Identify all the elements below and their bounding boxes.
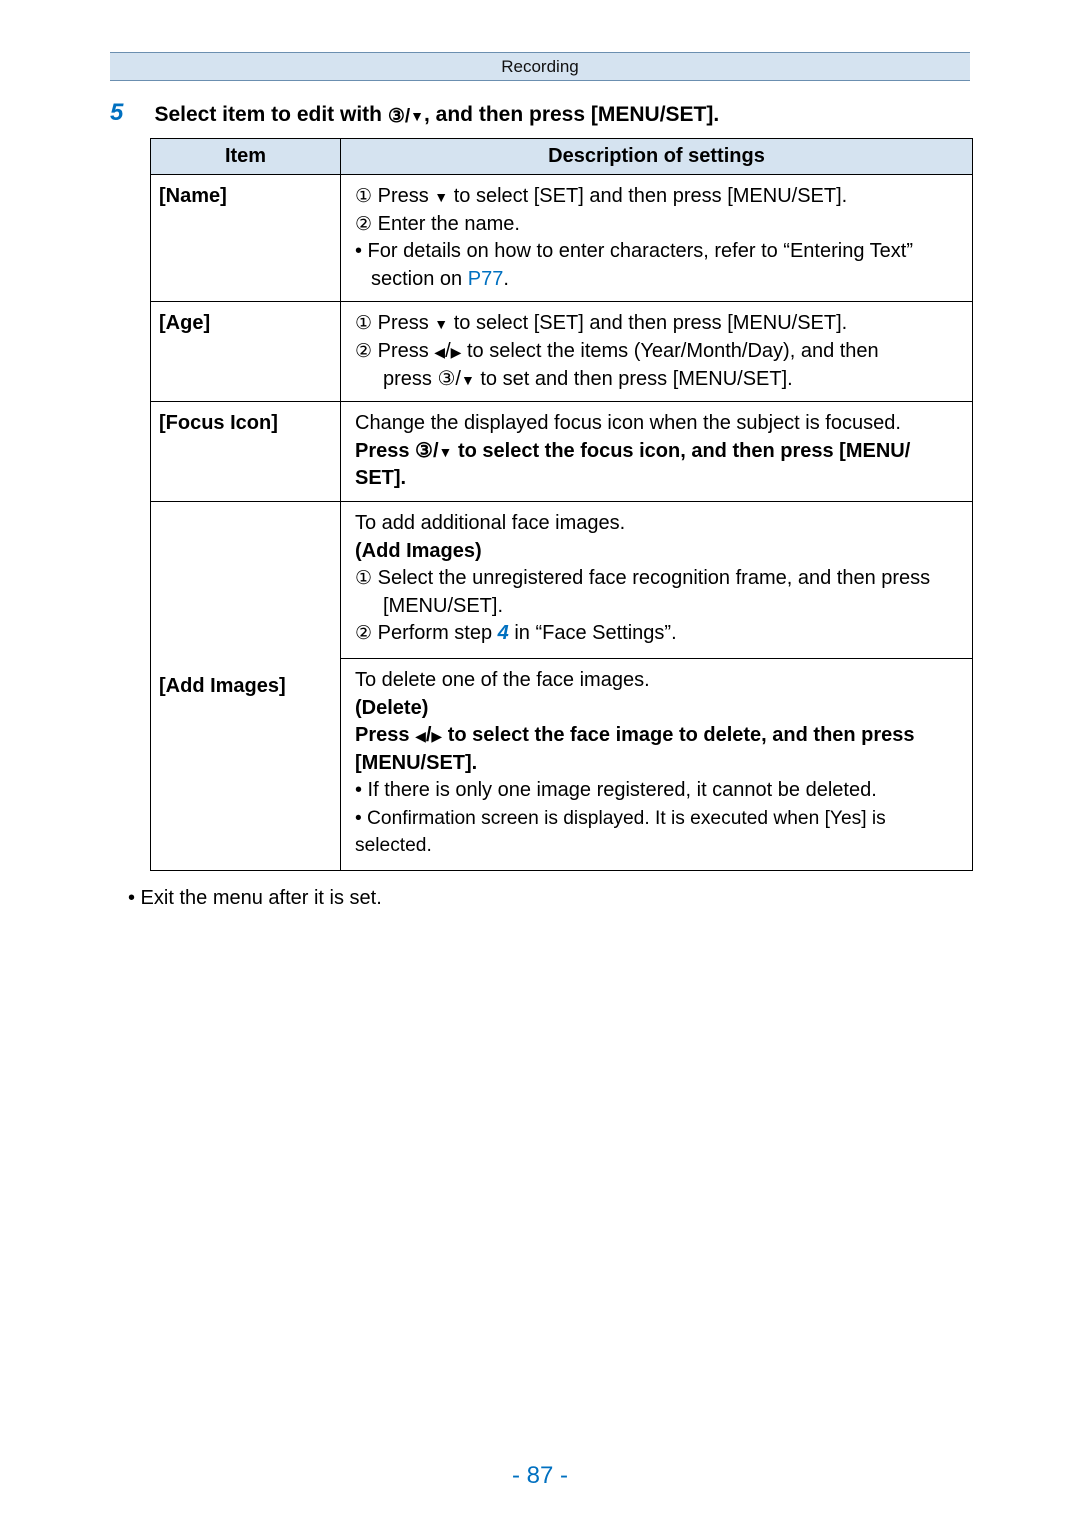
text: (Delete) [355, 697, 428, 719]
text: • If there is only one image registered,… [355, 779, 877, 801]
table-header-row: Item Description of settings [151, 139, 973, 175]
text: (Add Images) [355, 540, 482, 562]
step-line: 5 Select item to edit with ③/ , and then … [110, 99, 970, 128]
step-number: 5 [110, 99, 150, 127]
step-prefix: Select item to edit with [154, 103, 387, 126]
triangle-down-icon [439, 440, 453, 462]
dial-icon: ③/ [388, 105, 410, 128]
triangle-down-icon [434, 312, 448, 334]
page-container: Recording 5 Select item to edit with ③/,… [0, 0, 1080, 910]
text: to select [SET] and then press [MENU/SET… [448, 312, 847, 334]
row-focus-desc: Change the displayed focus icon when the… [341, 402, 973, 502]
text: Change the displayed focus icon when the… [355, 412, 901, 434]
text: section on P77. [355, 268, 509, 290]
text: To delete one of the face images. [355, 669, 650, 691]
text: • For details on how to enter characters… [355, 240, 913, 262]
step-instruction: Select item to edit with ③/ , and then pr… [154, 99, 719, 128]
triangle-down-icon [410, 103, 424, 126]
triangle-left-icon [415, 724, 426, 746]
table-row: [Add Images] To add additional face imag… [151, 501, 973, 870]
text: to select the items (Year/Month/Day), an… [461, 340, 878, 362]
table-row: [Name] ① Press to select [SET] and then … [151, 175, 973, 302]
table-row: [Focus Icon] Change the displayed focus … [151, 402, 973, 502]
header-item: Item [151, 139, 341, 175]
circled-1-icon: ① [355, 311, 372, 337]
text: Press [355, 724, 415, 746]
text: / [445, 340, 451, 362]
section-header-text: Recording [501, 57, 579, 76]
text: Enter the name. [378, 213, 520, 235]
triangle-down-icon [461, 368, 475, 390]
inner-divider [341, 658, 972, 659]
p77-link[interactable]: P77 [468, 268, 504, 290]
circled-2-icon: ② [355, 212, 372, 238]
text: press ③/ to set and then press [MENU/SET… [355, 366, 962, 394]
table-row: [Age] ① Press to select [SET] and then p… [151, 302, 973, 402]
triangle-right-icon [451, 340, 462, 362]
text: . [503, 268, 509, 290]
row-add-label: [Add Images] [151, 501, 341, 870]
step-ref-4: 4 [498, 622, 509, 644]
text: Perform step [378, 622, 498, 644]
header-description: Description of settings [341, 139, 973, 175]
text: Select the unregistered face recognition… [378, 567, 931, 589]
triangle-down-icon [434, 185, 448, 207]
text: to select the face image to delete, and … [442, 724, 914, 746]
text: [MENU/SET]. [355, 593, 962, 621]
text: in “Face Settings”. [509, 622, 677, 644]
settings-table: Item Description of settings [Name] ① Pr… [150, 138, 973, 871]
row-age-label: [Age] [151, 302, 341, 402]
text: Press [378, 312, 435, 334]
text: Press [378, 185, 435, 207]
text: section on [371, 268, 468, 290]
text: • Confirmation screen is displayed. It i… [355, 808, 886, 857]
text: Press ③/ [355, 440, 439, 462]
exit-note: • Exit the menu after it is set. [128, 887, 970, 910]
text: press ③/ [383, 368, 461, 390]
text: SET]. [355, 467, 406, 489]
circled-2-icon: ② [355, 339, 372, 365]
circled-1-icon: ① [355, 184, 372, 210]
text: to set and then press [MENU/SET]. [475, 368, 793, 390]
triangle-left-icon [434, 340, 445, 362]
row-name-desc: ① Press to select [SET] and then press [… [341, 175, 973, 302]
triangle-right-icon [431, 724, 442, 746]
circled-1-icon: ① [355, 566, 372, 592]
text: [MENU/SET]. [355, 752, 477, 774]
page-number: - 87 - [0, 1462, 1080, 1490]
step-suffix: , and then press [MENU/SET]. [424, 103, 719, 126]
row-focus-label: [Focus Icon] [151, 402, 341, 502]
row-age-desc: ① Press to select [SET] and then press [… [341, 302, 973, 402]
text: to select the focus icon, and then press… [452, 440, 910, 462]
circled-2-icon: ② [355, 621, 372, 647]
section-header-band: Recording [110, 52, 970, 81]
text: to select [SET] and then press [MENU/SET… [448, 185, 847, 207]
text: To add additional face images. [355, 512, 625, 534]
text: Press [378, 340, 435, 362]
row-add-desc: To add additional face images. (Add Imag… [341, 501, 973, 870]
row-name-label: [Name] [151, 175, 341, 302]
